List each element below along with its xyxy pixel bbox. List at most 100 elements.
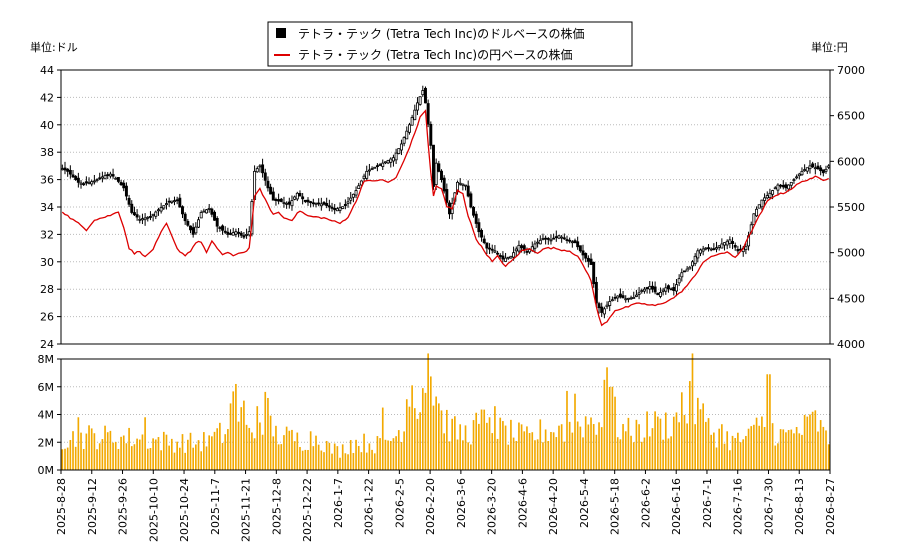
volume-bar xyxy=(315,435,317,470)
volume-bar xyxy=(622,424,624,470)
price-candle xyxy=(130,203,134,213)
price-candle xyxy=(504,257,508,262)
volume-bar xyxy=(339,457,341,470)
price-candle xyxy=(752,213,756,226)
volume-bar xyxy=(384,439,387,470)
price-candle xyxy=(578,245,582,252)
price-candle xyxy=(696,250,700,259)
price-candle xyxy=(148,216,152,218)
price-candle xyxy=(343,203,347,207)
price-candle xyxy=(194,226,198,234)
price-candle xyxy=(143,217,147,221)
volume-bar xyxy=(240,407,243,470)
volume-bar xyxy=(763,426,766,470)
price-candle xyxy=(146,216,150,219)
x-axis-tick-label: 2025-9-12 xyxy=(86,478,99,535)
volume-bar xyxy=(491,433,494,470)
price-candle xyxy=(594,281,598,304)
volume-bar xyxy=(817,431,819,470)
price-candle xyxy=(165,203,168,206)
volume-bar xyxy=(203,432,205,470)
volume-bar xyxy=(638,424,640,470)
price-candle xyxy=(533,243,537,249)
price-candle xyxy=(271,191,275,201)
price-candle xyxy=(351,193,355,198)
volume-bar xyxy=(694,424,696,470)
price-candle xyxy=(562,237,566,240)
volume-bar xyxy=(539,419,542,470)
volume-bar xyxy=(670,436,672,470)
price-candle xyxy=(424,87,427,104)
volume-bar xyxy=(424,392,427,470)
price-candle xyxy=(474,213,478,224)
volume-bar xyxy=(173,452,176,470)
volume-bar xyxy=(600,427,603,470)
price-candle xyxy=(541,238,545,240)
price-candle xyxy=(765,195,769,199)
volume-bar xyxy=(710,434,713,470)
price-candle xyxy=(407,124,411,133)
volume-bar xyxy=(149,448,152,470)
price-candle xyxy=(327,205,331,208)
x-axis-tick-label: 2026-2-5 xyxy=(393,478,406,528)
price-candle xyxy=(87,181,91,184)
volume-bar xyxy=(120,436,122,470)
volume-bar xyxy=(640,441,643,470)
volume-bar xyxy=(195,444,197,470)
volume-bar xyxy=(408,406,411,470)
price-candle xyxy=(760,199,764,208)
right-axis-tick-label: 4000 xyxy=(837,338,865,351)
volume-bar xyxy=(344,453,347,470)
price-candle xyxy=(728,239,732,244)
x-axis-tick-label: 2025-12-8 xyxy=(270,478,283,535)
price-candle xyxy=(437,163,441,172)
volume-bar xyxy=(336,446,339,470)
volume-bar xyxy=(683,414,686,470)
volume-bar xyxy=(515,441,518,470)
price-candle xyxy=(306,199,310,203)
right-axis-tick-label: 5000 xyxy=(837,247,865,260)
volume-bar xyxy=(229,403,232,470)
price-candle xyxy=(426,103,430,125)
price-candle xyxy=(685,268,689,272)
price-candle xyxy=(586,257,590,262)
volume-bar xyxy=(411,385,413,470)
price-candle xyxy=(269,186,273,195)
volume-bar xyxy=(197,440,200,470)
volume-bar xyxy=(499,417,502,470)
volume-bar xyxy=(678,422,680,470)
price-candle xyxy=(784,184,788,189)
volume-bar xyxy=(651,428,654,470)
volume-bar xyxy=(285,426,288,470)
price-candle xyxy=(805,167,809,172)
price-candle xyxy=(576,241,580,248)
x-axis-tick-label: 2026-2-20 xyxy=(424,478,437,535)
volume-bar xyxy=(472,420,475,470)
volume-bar xyxy=(448,441,451,470)
volume-bar xyxy=(627,417,630,470)
volume-bar xyxy=(688,381,691,470)
price-candle xyxy=(464,184,467,187)
volume-bar xyxy=(475,412,478,470)
price-candle xyxy=(813,167,817,170)
volume-bar xyxy=(178,447,181,470)
volume-bar xyxy=(646,411,648,470)
right-axis-tick-label: 4500 xyxy=(837,292,865,305)
volume-bar xyxy=(392,438,395,470)
x-axis-tick-label: 2026-6-2 xyxy=(639,478,652,528)
volume-bar xyxy=(269,415,272,470)
price-candle xyxy=(100,176,104,179)
volume-bar xyxy=(312,446,315,470)
price-candle xyxy=(263,172,267,181)
price-candle xyxy=(237,231,241,234)
price-candle xyxy=(699,249,702,254)
price-candle xyxy=(415,102,419,111)
price-candle xyxy=(338,207,342,211)
price-candle xyxy=(626,297,630,300)
price-candle xyxy=(493,250,497,253)
volume-bar xyxy=(125,443,128,470)
legend-box xyxy=(267,21,633,67)
x-axis-tick-label: 2025-9-26 xyxy=(117,478,130,535)
left-axis-tick-label: 36 xyxy=(40,174,54,187)
price-candle xyxy=(440,170,443,181)
